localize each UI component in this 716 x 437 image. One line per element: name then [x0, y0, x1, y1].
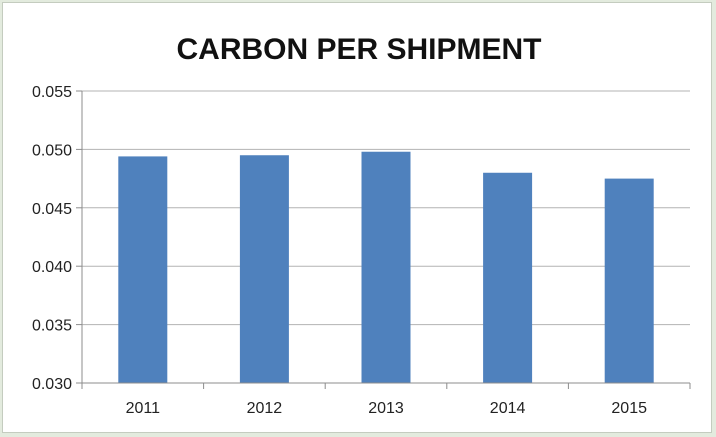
- y-tick-label: 0.030: [32, 376, 72, 393]
- y-tick-label: 0.045: [32, 201, 72, 218]
- x-tick-label: 2013: [368, 400, 404, 417]
- bar-2014: [483, 172, 533, 383]
- y-tick-label: 0.050: [32, 142, 72, 159]
- chart-frame: CARBON PER SHIPMENT 0.030 0.035 0.040 0.045…: [2, 2, 712, 433]
- y-tick-label: 0.055: [32, 84, 72, 101]
- x-tick-label: 2014: [490, 400, 526, 417]
- x-axis-ticks: 2011 2012 2013 2014 2015: [81, 383, 691, 417]
- x-tick-label: 2012: [247, 400, 283, 417]
- bar-2013: [361, 151, 411, 383]
- y-tick-label: 0.040: [32, 259, 72, 276]
- bar-chart: CARBON PER SHIPMENT 0.030 0.035 0.040 0.045…: [32, 33, 691, 417]
- axes: [81, 91, 690, 384]
- bar-2012: [239, 155, 289, 383]
- chart-title: CARBON PER SHIPMENT: [176, 33, 541, 66]
- x-tick-label: 2011: [126, 400, 161, 417]
- bar-2015: [604, 178, 654, 383]
- bar-2011: [118, 156, 168, 383]
- bar-series: [118, 151, 654, 383]
- y-tick-label: 0.035: [32, 318, 72, 335]
- y-axis-ticks: 0.030 0.035 0.040 0.045 0.050 0.055: [32, 84, 82, 393]
- x-tick-label: 2015: [611, 400, 647, 417]
